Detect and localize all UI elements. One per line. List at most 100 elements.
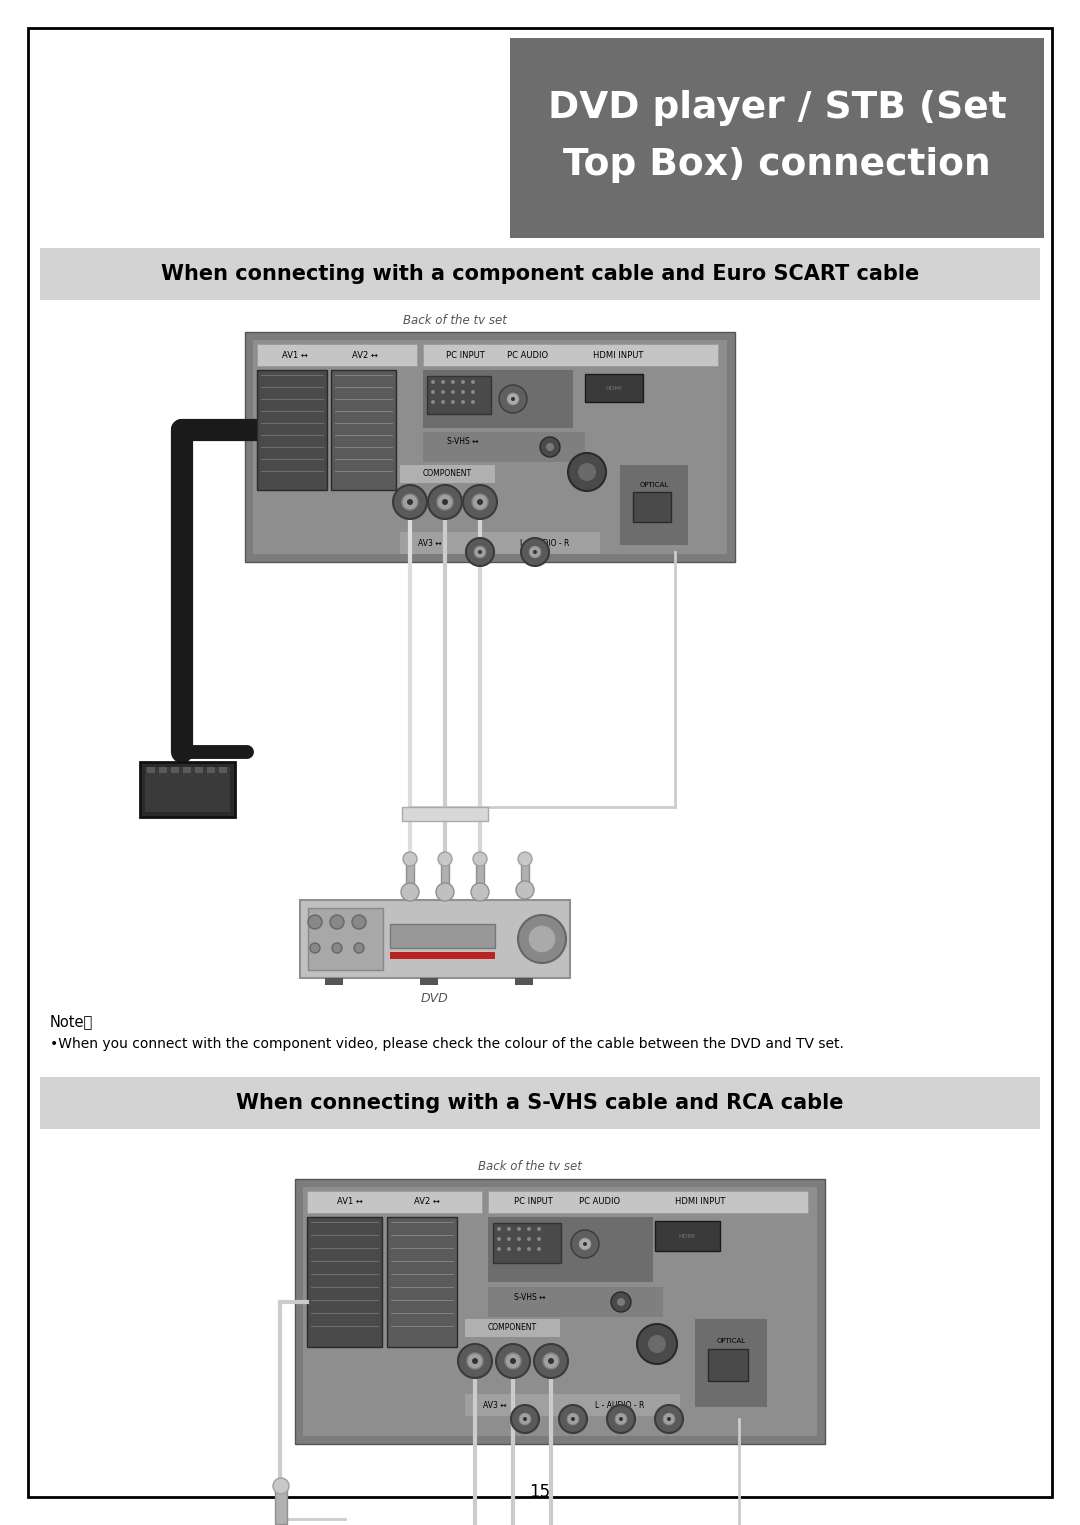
Circle shape: [523, 1417, 527, 1421]
Circle shape: [431, 400, 435, 404]
Circle shape: [507, 1228, 511, 1231]
Text: Back of the tv set: Back of the tv set: [403, 314, 507, 326]
Text: DVD player / STB (Set: DVD player / STB (Set: [548, 90, 1007, 127]
Text: HDMI INPUT: HDMI INPUT: [593, 351, 644, 360]
Bar: [400, 465, 495, 483]
Bar: [253, 340, 727, 554]
Bar: [219, 767, 227, 773]
Bar: [140, 762, 235, 817]
Text: PC INPUT: PC INPUT: [446, 351, 484, 360]
Bar: [40, 249, 1040, 300]
Bar: [521, 862, 529, 891]
Circle shape: [617, 1298, 625, 1305]
Bar: [402, 807, 488, 820]
Text: When connecting with a component cable and Euro SCART cable: When connecting with a component cable a…: [161, 264, 919, 284]
Bar: [308, 907, 383, 970]
Circle shape: [559, 1405, 588, 1434]
Bar: [420, 978, 438, 985]
Text: Note：: Note：: [50, 1014, 93, 1029]
Bar: [257, 371, 327, 490]
Circle shape: [352, 915, 366, 929]
Circle shape: [583, 1241, 588, 1246]
Circle shape: [511, 396, 515, 401]
Circle shape: [534, 1344, 568, 1379]
Text: AV1 ↔: AV1 ↔: [337, 1197, 363, 1206]
Circle shape: [393, 485, 427, 518]
Text: PC INPUT: PC INPUT: [514, 1197, 552, 1206]
Bar: [207, 767, 215, 773]
Circle shape: [437, 494, 453, 509]
Circle shape: [401, 883, 419, 901]
Bar: [387, 1217, 457, 1347]
Text: •When you connect with the component video, please check the colour of the cable: •When you connect with the component vid…: [50, 1037, 843, 1051]
Bar: [476, 862, 484, 891]
Circle shape: [473, 852, 487, 866]
Bar: [427, 377, 491, 413]
Circle shape: [518, 915, 566, 962]
Circle shape: [497, 1247, 501, 1250]
Circle shape: [571, 1231, 599, 1258]
Text: When connecting with a S-VHS cable and RCA cable: When connecting with a S-VHS cable and R…: [237, 1093, 843, 1113]
Circle shape: [663, 1414, 675, 1424]
Circle shape: [505, 1353, 521, 1369]
Circle shape: [568, 453, 606, 491]
Circle shape: [497, 1237, 501, 1241]
Circle shape: [534, 551, 537, 554]
Circle shape: [507, 393, 519, 406]
Bar: [400, 532, 600, 554]
Text: COMPONENT: COMPONENT: [487, 1324, 537, 1333]
Bar: [708, 1350, 748, 1382]
Circle shape: [527, 1237, 531, 1241]
Circle shape: [451, 390, 455, 393]
Bar: [515, 978, 534, 985]
Bar: [488, 1191, 808, 1212]
Circle shape: [428, 485, 462, 518]
Circle shape: [461, 380, 465, 384]
Bar: [633, 493, 671, 522]
Circle shape: [467, 1353, 483, 1369]
Circle shape: [471, 883, 489, 901]
Circle shape: [507, 1247, 511, 1250]
Circle shape: [438, 852, 453, 866]
Circle shape: [474, 546, 486, 558]
Text: Top Box) connection: Top Box) connection: [563, 146, 990, 183]
Circle shape: [546, 442, 554, 451]
Text: L - AUDIO - R: L - AUDIO - R: [521, 538, 569, 547]
Text: OPTICAL: OPTICAL: [716, 1337, 745, 1344]
Circle shape: [477, 499, 483, 505]
Bar: [585, 374, 643, 403]
Bar: [245, 332, 735, 563]
Circle shape: [463, 485, 497, 518]
Bar: [423, 432, 585, 462]
Circle shape: [637, 1324, 677, 1363]
Circle shape: [537, 1247, 541, 1250]
Bar: [295, 1179, 825, 1444]
Bar: [275, 1488, 287, 1523]
Circle shape: [441, 400, 445, 404]
Bar: [390, 952, 495, 959]
Circle shape: [461, 400, 465, 404]
Circle shape: [332, 942, 342, 953]
Text: L - AUDIO - R: L - AUDIO - R: [595, 1400, 645, 1409]
Bar: [510, 38, 1044, 238]
Text: S-VHS ↔: S-VHS ↔: [447, 438, 478, 447]
Bar: [171, 767, 179, 773]
Circle shape: [310, 942, 320, 953]
Circle shape: [511, 1405, 539, 1434]
Circle shape: [548, 1357, 554, 1363]
Text: PC AUDIO: PC AUDIO: [508, 351, 549, 360]
Circle shape: [517, 1247, 521, 1250]
Circle shape: [436, 883, 454, 901]
Circle shape: [521, 538, 549, 566]
Bar: [406, 862, 414, 891]
Circle shape: [354, 942, 364, 953]
Circle shape: [537, 1237, 541, 1241]
Bar: [654, 1222, 720, 1250]
Circle shape: [615, 1414, 627, 1424]
Circle shape: [667, 1417, 671, 1421]
Text: AV2 ↔: AV2 ↔: [414, 1197, 440, 1206]
Bar: [465, 1319, 561, 1337]
Circle shape: [499, 384, 527, 413]
Circle shape: [471, 400, 475, 404]
Circle shape: [567, 1414, 579, 1424]
